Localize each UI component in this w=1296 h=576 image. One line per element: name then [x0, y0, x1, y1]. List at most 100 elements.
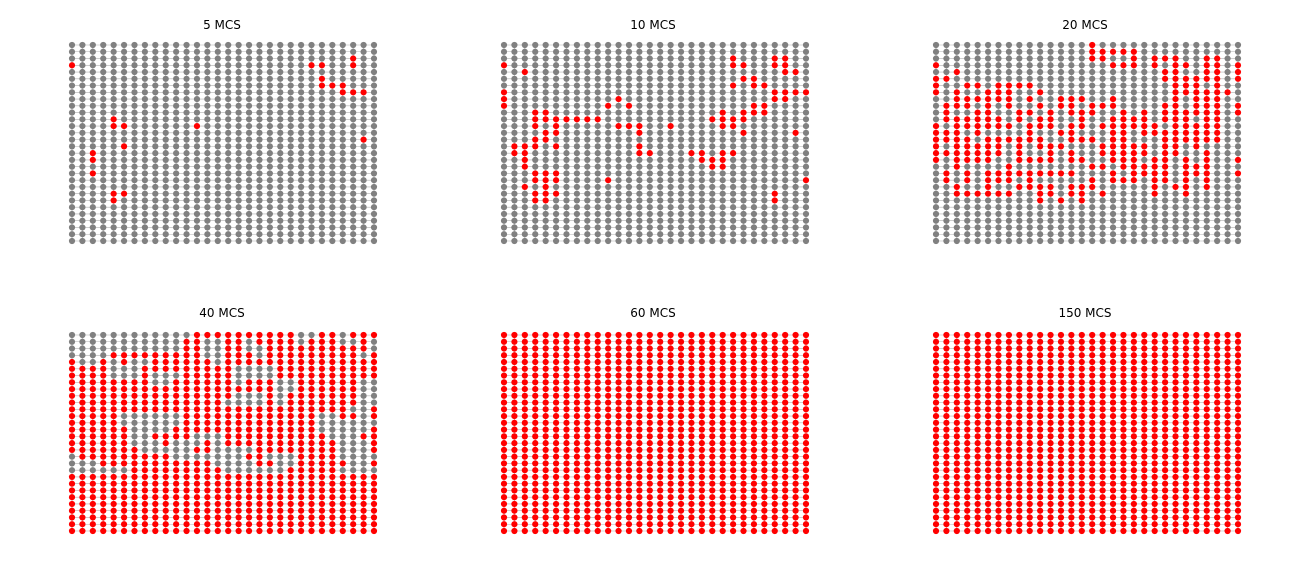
- active-node: [974, 143, 981, 150]
- active-node: [771, 55, 778, 62]
- inactive-node: [214, 48, 221, 55]
- inactive-node: [761, 62, 768, 69]
- active-node: [552, 129, 560, 136]
- active-node: [204, 446, 211, 453]
- active-node: [1162, 116, 1169, 123]
- active-node: [1162, 68, 1169, 76]
- active-node: [183, 521, 190, 528]
- active-node: [594, 467, 601, 474]
- inactive-node: [110, 150, 117, 157]
- active-node: [646, 473, 653, 481]
- active-node: [110, 460, 117, 467]
- inactive-node: [974, 55, 981, 62]
- inactive-node: [771, 48, 778, 55]
- active-node: [370, 460, 378, 467]
- inactive-node: [235, 170, 242, 177]
- inactive-node: [110, 204, 117, 211]
- inactive-node: [792, 62, 799, 69]
- active-node: [1214, 62, 1221, 69]
- active-node: [256, 385, 263, 393]
- inactive-node: [204, 55, 211, 62]
- active-node: [162, 467, 169, 474]
- active-node: [100, 406, 107, 413]
- active-node: [173, 399, 180, 406]
- active-node: [974, 123, 981, 130]
- inactive-node: [943, 190, 950, 197]
- inactive-node: [1037, 95, 1044, 103]
- inactive-node: [1057, 82, 1065, 89]
- inactive-node: [193, 75, 201, 82]
- inactive-node: [709, 190, 716, 197]
- active-node: [204, 494, 211, 501]
- active-node: [1203, 129, 1210, 136]
- inactive-node: [995, 231, 1002, 238]
- active-node: [131, 527, 138, 535]
- inactive-node: [594, 224, 601, 231]
- active-node: [308, 440, 315, 447]
- inactive-node: [511, 217, 518, 224]
- inactive-node: [162, 426, 169, 433]
- inactive-node: [1068, 75, 1075, 82]
- active-node: [730, 467, 737, 474]
- inactive-node: [1141, 89, 1148, 96]
- active-node: [100, 507, 107, 514]
- active-node: [615, 473, 622, 481]
- inactive-node: [100, 89, 107, 96]
- inactive-node: [1047, 62, 1054, 69]
- active-node: [500, 487, 508, 494]
- active-node: [173, 473, 180, 481]
- inactive-node: [677, 170, 685, 177]
- active-node: [120, 514, 128, 521]
- inactive-node: [225, 210, 232, 218]
- active-node: [667, 521, 674, 528]
- active-node: [110, 514, 117, 521]
- active-node: [573, 494, 580, 501]
- active-node: [204, 487, 211, 494]
- inactive-node: [350, 419, 357, 426]
- inactive-node: [1047, 177, 1054, 184]
- active-node: [563, 365, 570, 372]
- active-node: [318, 494, 326, 501]
- inactive-node: [584, 123, 591, 130]
- active-node: [1203, 170, 1210, 177]
- active-node: [771, 514, 778, 521]
- active-node: [298, 413, 305, 420]
- inactive-node: [761, 123, 768, 130]
- inactive-node: [214, 116, 221, 123]
- active-node: [719, 413, 726, 420]
- inactive-node: [605, 55, 612, 62]
- active-node: [542, 440, 549, 447]
- inactive-node: [266, 237, 273, 245]
- inactive-node: [761, 183, 768, 191]
- inactive-node: [1224, 183, 1231, 191]
- active-node: [750, 406, 758, 413]
- active-node: [370, 358, 378, 366]
- inactive-node: [573, 197, 580, 204]
- inactive-node: [360, 406, 367, 413]
- inactive-node: [511, 224, 518, 231]
- inactive-node: [709, 183, 716, 191]
- inactive-node: [329, 170, 336, 177]
- inactive-node: [214, 41, 221, 49]
- inactive-node: [235, 136, 242, 143]
- active-node: [740, 331, 747, 339]
- inactive-node: [173, 338, 180, 345]
- active-node: [594, 392, 601, 399]
- inactive-node: [761, 150, 768, 157]
- inactive-node: [110, 345, 117, 352]
- inactive-node: [370, 419, 378, 426]
- inactive-node: [110, 237, 117, 245]
- active-node: [318, 365, 326, 372]
- inactive-node: [1130, 210, 1137, 218]
- active-node: [225, 500, 232, 508]
- inactive-node: [1005, 237, 1012, 245]
- active-node: [1120, 345, 1127, 352]
- active-node: [1005, 170, 1012, 177]
- active-node: [750, 392, 758, 399]
- active-node: [214, 413, 221, 420]
- inactive-node: [584, 156, 591, 163]
- inactive-node: [1182, 48, 1190, 55]
- active-node: [1162, 352, 1169, 359]
- active-node: [521, 433, 528, 440]
- active-node: [266, 473, 273, 481]
